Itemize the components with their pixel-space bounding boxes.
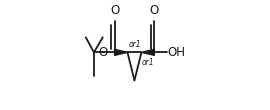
Text: or1: or1: [129, 40, 141, 49]
Text: or1: or1: [142, 58, 154, 67]
Text: OH: OH: [168, 46, 186, 59]
Text: O: O: [110, 4, 119, 17]
Polygon shape: [141, 49, 154, 55]
Text: O: O: [98, 46, 107, 59]
Polygon shape: [114, 49, 127, 55]
Text: O: O: [150, 4, 159, 17]
